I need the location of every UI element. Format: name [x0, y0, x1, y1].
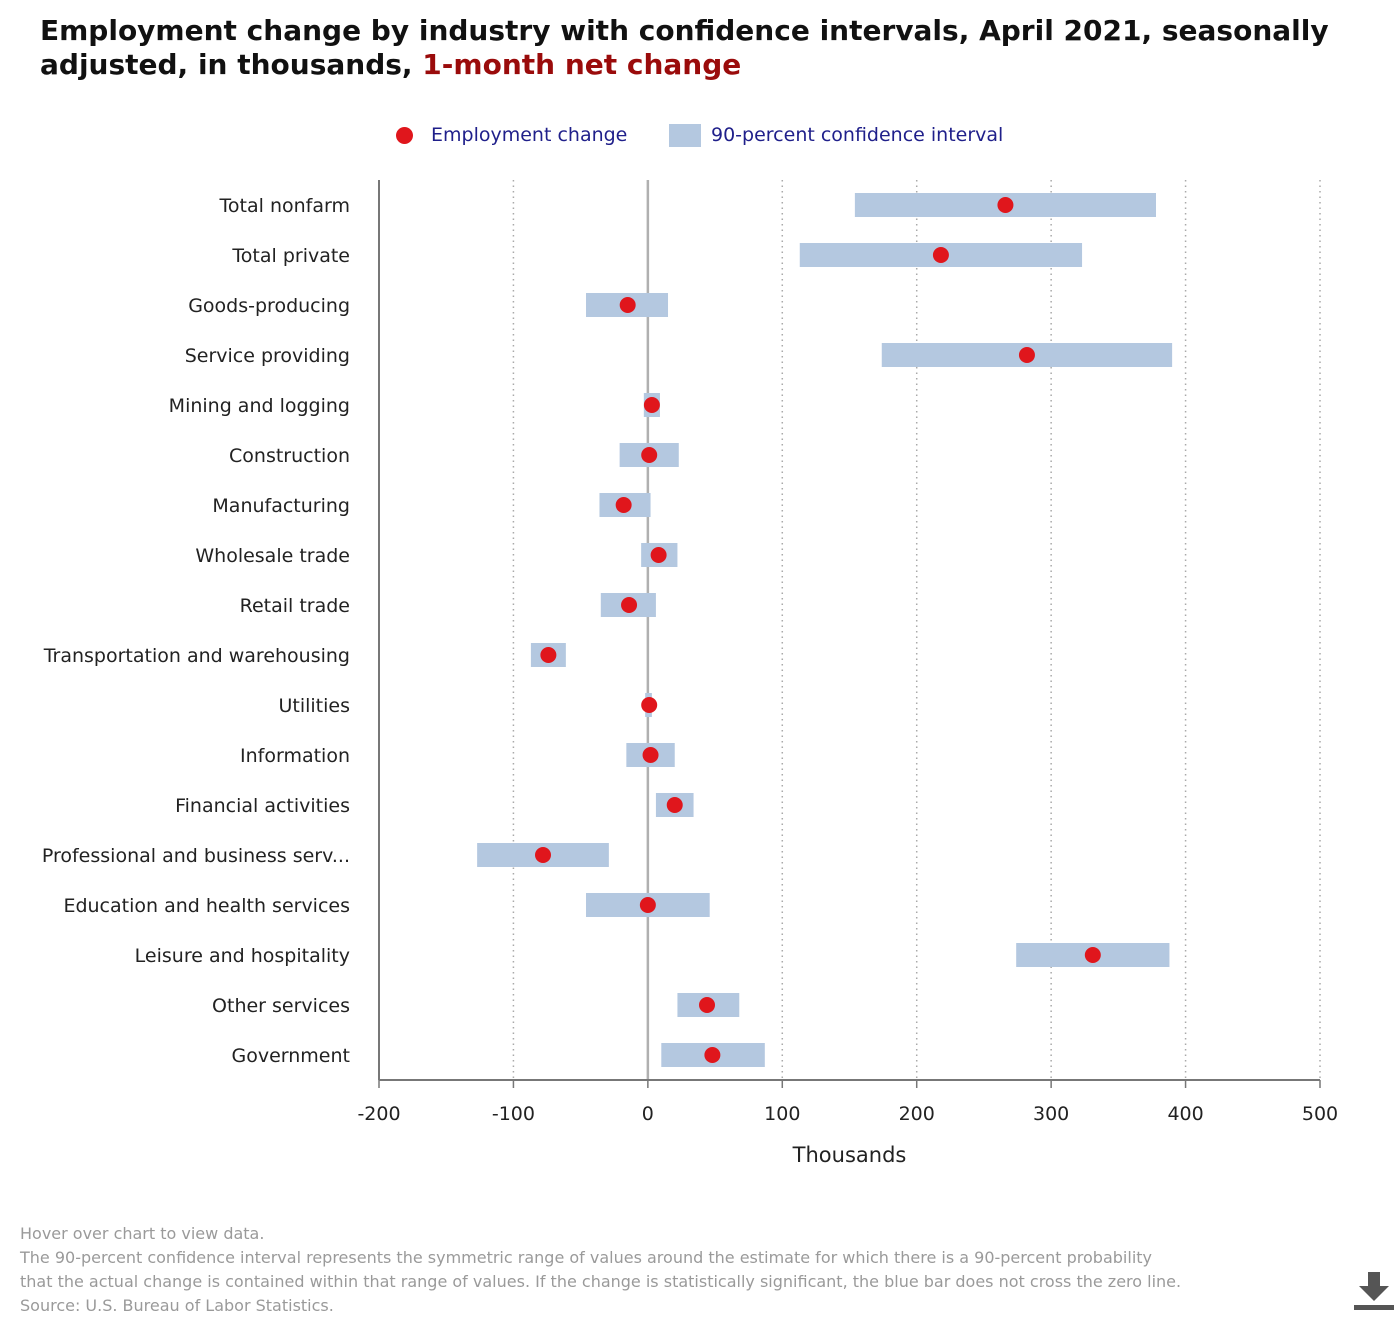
chart-title-main: Employment change by industry with confi…: [40, 14, 1329, 81]
employment-change-point[interactable]: [619, 297, 636, 313]
x-axis-title: Thousands: [792, 1143, 907, 1167]
category-label: Construction: [229, 445, 350, 467]
employment-change-point[interactable]: [1084, 947, 1101, 963]
category-label: Leisure and hospitality: [135, 945, 350, 967]
employment-change-point[interactable]: [642, 747, 659, 763]
legend-swatch-icon: [669, 123, 701, 147]
category-label: Education and health services: [63, 895, 350, 917]
employment-change-point[interactable]: [699, 997, 716, 1013]
category-label: Financial activities: [175, 795, 350, 817]
x-tick-label: 400: [1167, 1103, 1203, 1125]
legend-dot-icon: [396, 126, 413, 144]
employment-change-point[interactable]: [621, 597, 638, 613]
employment-change-point[interactable]: [641, 447, 658, 463]
category-label: Professional and business serv...: [42, 845, 350, 867]
footnote-source: Source: U.S. Bureau of Labor Statistics.: [20, 1296, 334, 1315]
category-label: Total nonfarm: [219, 195, 350, 217]
chart-legend: Employment change 90-percent confidence …: [0, 118, 1400, 152]
category-label: Total private: [231, 245, 350, 267]
employment-change-point[interactable]: [540, 647, 557, 663]
employment-change-point[interactable]: [641, 697, 658, 713]
footnote-note-line-2: that the actual change is contained with…: [20, 1272, 1182, 1291]
employment-change-point[interactable]: [615, 497, 632, 513]
category-label: Mining and logging: [169, 395, 350, 417]
chart-plot[interactable]: -200 -100 0 100 200 300 400 500 Thousands Total n…: [0, 0, 1400, 1200]
x-tick-label: -100: [492, 1103, 535, 1125]
category-label: Retail trade: [240, 595, 350, 617]
employment-change-point[interactable]: [1018, 347, 1035, 363]
x-tick-label: 300: [1033, 1103, 1069, 1125]
category-label: Utilities: [278, 695, 350, 717]
employment-change-point[interactable]: [932, 247, 949, 263]
x-tick-label: 0: [642, 1103, 654, 1125]
chart-title-accent: 1-month net change: [422, 48, 742, 81]
employment-change-point[interactable]: [997, 197, 1014, 213]
employment-change-point[interactable]: [666, 797, 683, 813]
category-label: Government: [232, 1045, 351, 1067]
chart-footnotes: Hover over chart to view data. The 90-pe…: [20, 1222, 1320, 1318]
legend-label-confidence-interval: 90-percent confidence interval: [711, 124, 1004, 146]
employment-change-point[interactable]: [535, 847, 552, 863]
download-icon[interactable]: [1352, 1270, 1396, 1314]
chart-title: Employment change by industry with confi…: [40, 14, 1360, 82]
category-label: Service providing: [185, 345, 350, 367]
category-label: Transportation and warehousing: [43, 645, 350, 667]
category-label: Other services: [212, 995, 350, 1017]
legend-item-confidence-interval[interactable]: 90-percent confidence interval: [669, 118, 1003, 152]
category-label: Manufacturing: [212, 495, 350, 517]
employment-change-point[interactable]: [643, 397, 660, 413]
employment-change-point[interactable]: [650, 547, 667, 563]
x-tick-label: -200: [357, 1103, 400, 1125]
employment-change-point[interactable]: [639, 897, 656, 913]
legend-item-employment-change[interactable]: Employment change: [396, 118, 627, 152]
footnote-hover: Hover over chart to view data.: [20, 1224, 265, 1243]
x-tick-label: 100: [764, 1103, 800, 1125]
footnote-note-line-1: The 90-percent confidence interval repre…: [20, 1248, 1152, 1267]
x-tick-label: 500: [1302, 1103, 1338, 1125]
category-label: Goods-producing: [188, 295, 350, 317]
category-label: Information: [240, 745, 350, 767]
x-tick-label: 200: [899, 1103, 935, 1125]
legend-label-employment-change: Employment change: [431, 124, 628, 146]
category-label: Wholesale trade: [195, 545, 350, 567]
employment-change-point[interactable]: [704, 1047, 721, 1063]
